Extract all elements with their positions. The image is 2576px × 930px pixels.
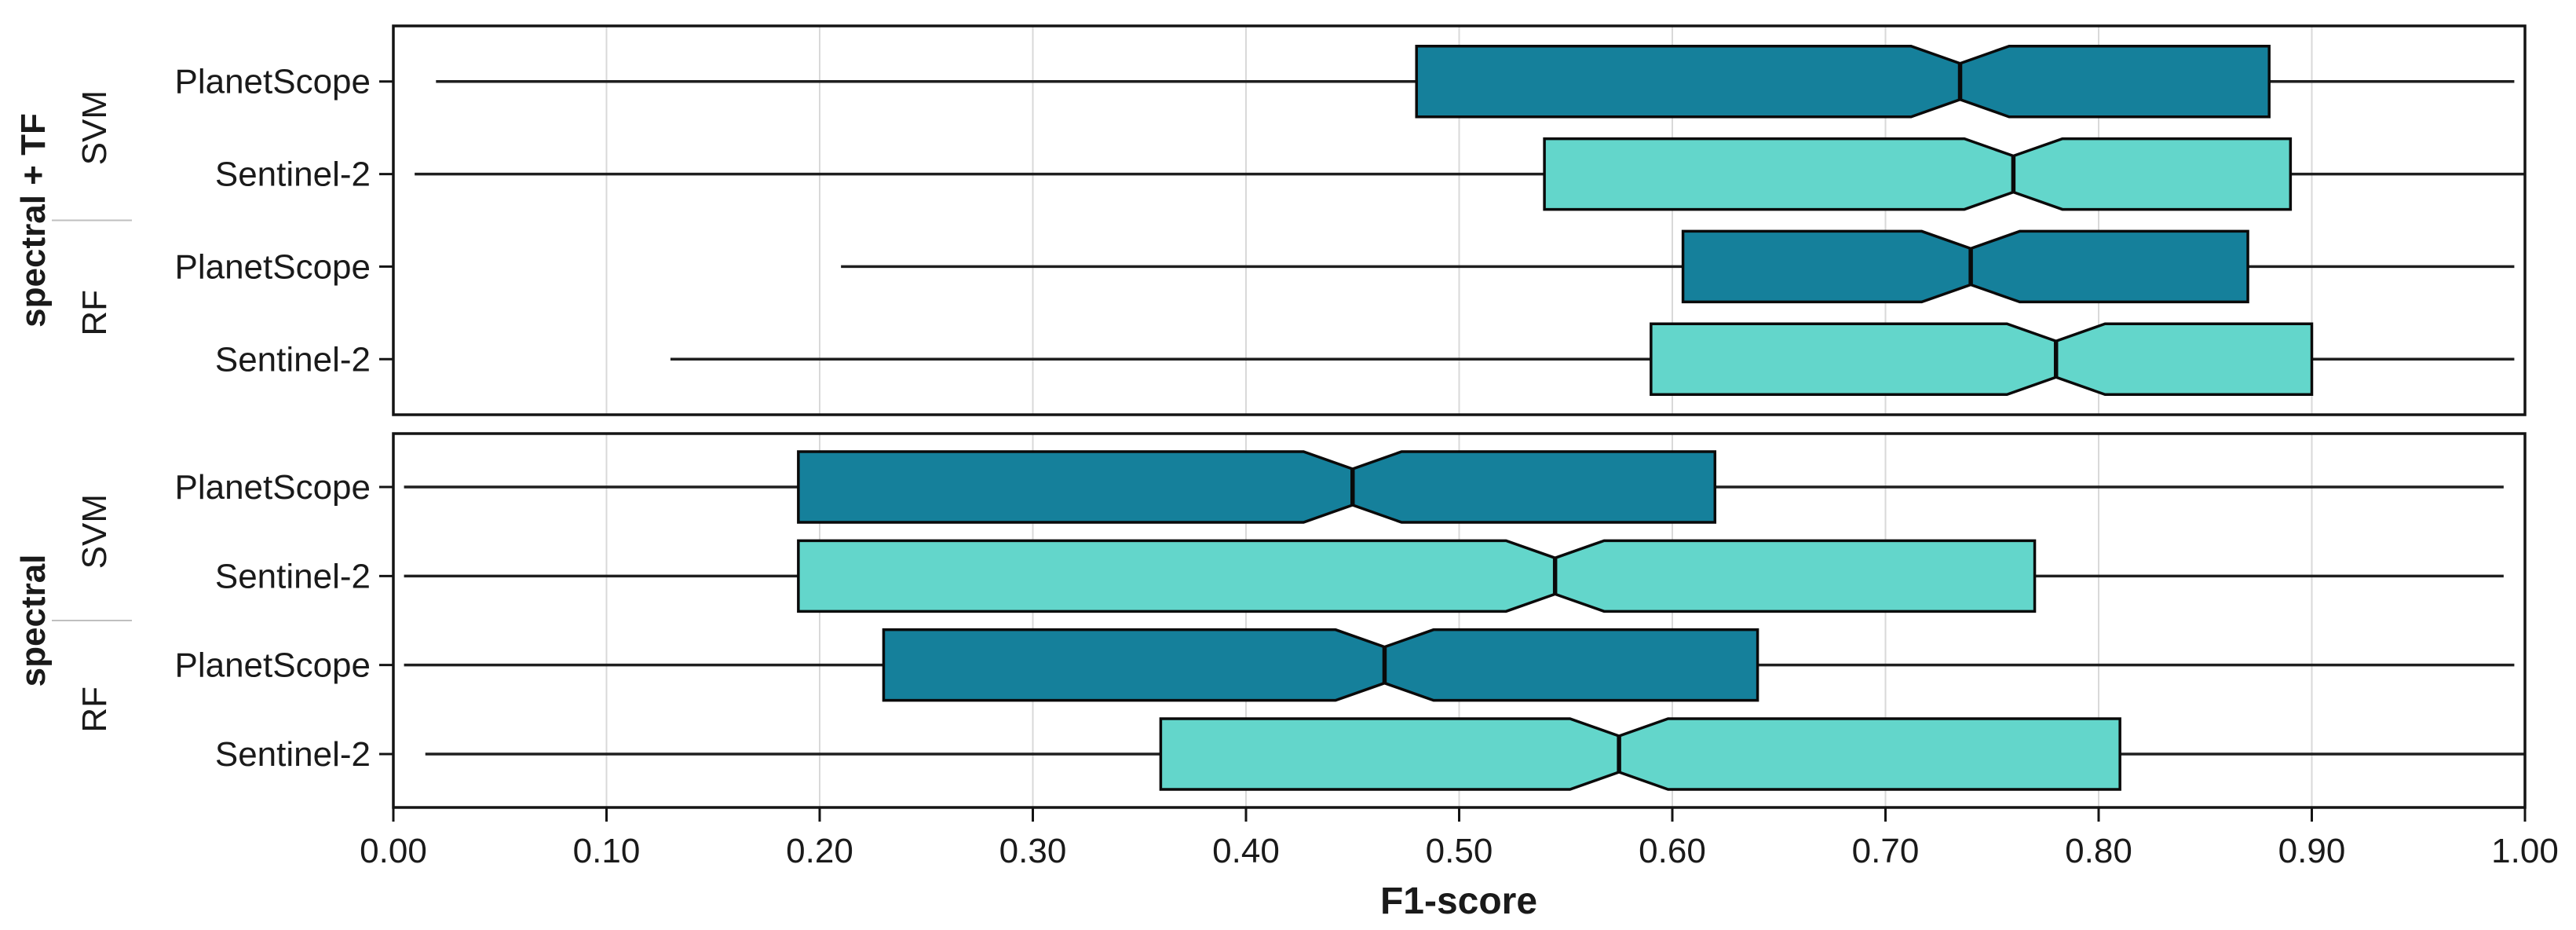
row-label-svm-sentinel-2: Sentinel-2 (215, 557, 371, 595)
strip-label-svm: SVM (75, 494, 114, 569)
box-svm-sentinel-2 (797, 539, 2037, 613)
boxplot-row-rf-sentinel-2 (670, 322, 2515, 397)
x-tick-label: 0.30 (999, 832, 1067, 870)
facet-label-spectral-tf: spectral + TF (14, 113, 53, 328)
strip-label-svm: SVM (75, 90, 114, 165)
box-svm-sentinel-2 (1543, 137, 2293, 211)
plot-area-group: PlanetScope Sentinel-2 PlanetScope Sentinel… (14, 24, 2559, 870)
row-label-rf-sentinel-2: Sentinel-2 (215, 340, 371, 379)
row-label-svm-planetscope: PlanetScope (174, 468, 371, 507)
x-tick-label: 0.80 (2065, 832, 2132, 870)
box-rf-sentinel-2 (1159, 717, 2121, 791)
boxplot-row-rf-sentinel-2 (425, 717, 2525, 791)
panel-spectral-tf: PlanetScope Sentinel-2 PlanetScope Sentinel… (14, 24, 2527, 416)
box-svm-planetscope (1415, 44, 2271, 119)
x-tick-label: 0.60 (1639, 832, 1706, 870)
x-tick-label: 0.00 (360, 832, 427, 870)
x-axis-title: F1-score (1380, 881, 1537, 922)
row-label-rf-planetscope: PlanetScope (174, 646, 371, 685)
x-tick-label: 0.20 (786, 832, 853, 870)
box-rf-sentinel-2 (1650, 322, 2314, 397)
strip-label-rf: RF (75, 290, 114, 336)
boxplot-row-svm-sentinel-2 (404, 539, 2504, 613)
row-label-rf-sentinel-2: Sentinel-2 (215, 735, 371, 774)
x-axis: 0.00 0.10 0.20 0.30 0.40 0.50 0.60 0.70 0.80 0.90… (360, 807, 2559, 870)
boxplot-row-svm-planetscope (404, 450, 2504, 524)
row-label-rf-planetscope: PlanetScope (174, 247, 371, 286)
box-rf-planetscope (882, 628, 1759, 702)
x-tick-label: 0.70 (1852, 832, 1920, 870)
boxplot-row-rf-planetscope (404, 628, 2515, 702)
row-label-svm-planetscope: PlanetScope (174, 63, 371, 101)
boxplot-row-svm-planetscope (436, 44, 2515, 119)
x-tick-label: 0.10 (573, 832, 641, 870)
box-rf-planetscope (1681, 229, 2249, 304)
x-tick-label: 1.00 (2491, 832, 2559, 870)
facet-label-spectral: spectral (14, 555, 53, 687)
panel-border (392, 24, 2527, 416)
boxplot-row-svm-sentinel-2 (415, 137, 2525, 211)
panel-spectral: PlanetScope Sentinel-2 PlanetScope Sentinel… (14, 432, 2527, 809)
row-label-svm-sentinel-2: Sentinel-2 (215, 156, 371, 194)
x-tick-label: 0.90 (2278, 832, 2346, 870)
box-svm-planetscope (797, 450, 1717, 524)
strip-label-rf: RF (75, 687, 114, 733)
x-tick-label: 0.50 (1426, 832, 1493, 870)
x-tick-label: 0.40 (1212, 832, 1280, 870)
boxplot-row-rf-planetscope (841, 229, 2515, 304)
